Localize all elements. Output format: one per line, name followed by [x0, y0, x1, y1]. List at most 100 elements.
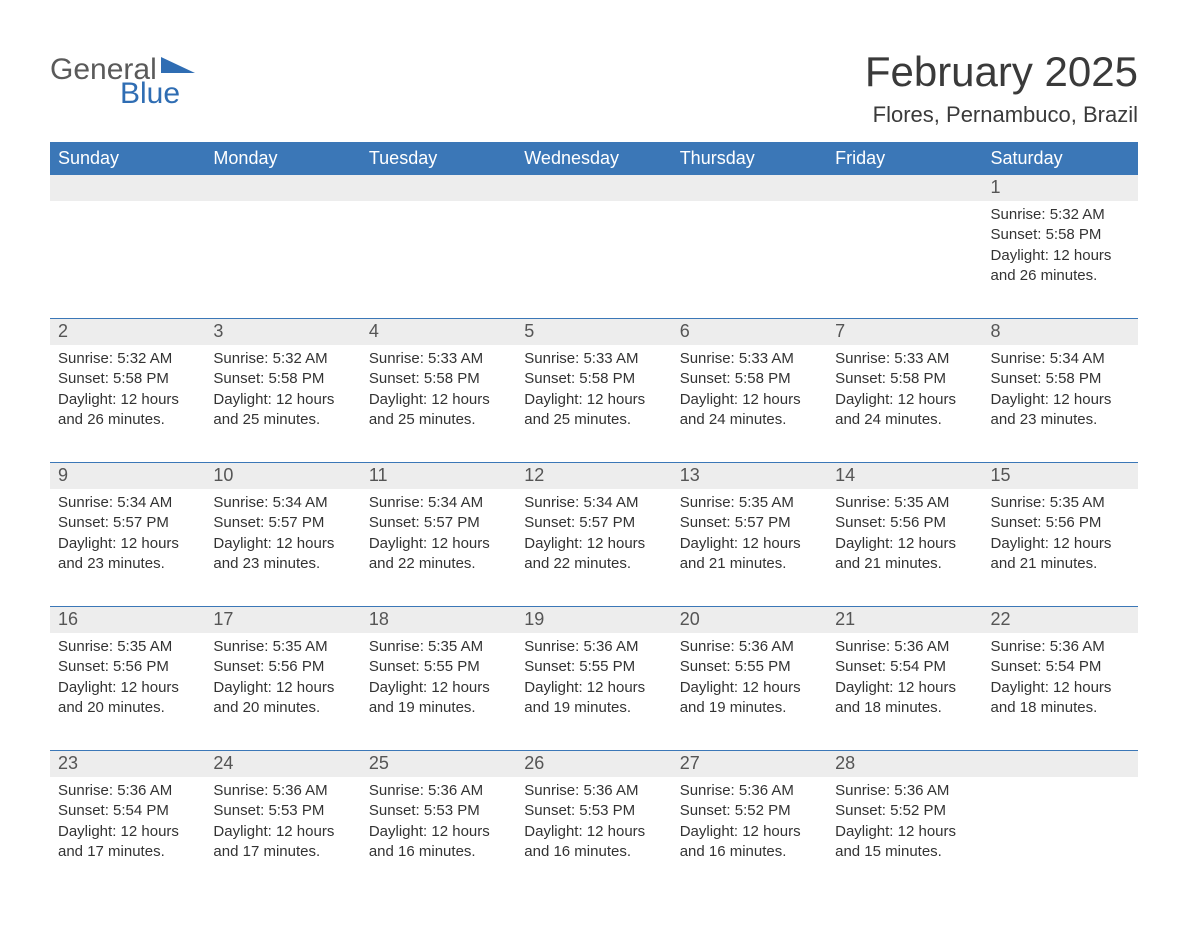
day2-text: and 24 minutes. [835, 410, 974, 430]
day2-text: and 20 minutes. [58, 698, 197, 718]
logo-triangle-icon [161, 48, 195, 80]
day-cell [672, 201, 827, 318]
day-body-row: Sunrise: 5:34 AMSunset: 5:57 PMDaylight:… [50, 489, 1138, 607]
day-cell: Sunrise: 5:34 AMSunset: 5:57 PMDaylight:… [205, 489, 360, 606]
sunset-text: Sunset: 5:53 PM [213, 801, 352, 821]
day-number: 2 [50, 319, 205, 345]
day1-text: Daylight: 12 hours [835, 678, 974, 698]
sunrise-text: Sunrise: 5:32 AM [991, 205, 1130, 225]
day2-text: and 16 minutes. [680, 842, 819, 862]
day2-text: and 16 minutes. [369, 842, 508, 862]
day-number: 19 [516, 607, 671, 633]
day2-text: and 25 minutes. [369, 410, 508, 430]
day-number: 11 [361, 463, 516, 489]
day-number: 3 [205, 319, 360, 345]
sunrise-text: Sunrise: 5:34 AM [991, 349, 1130, 369]
day-number: 6 [672, 319, 827, 345]
page-header: General Blue February 2025 Flores, Perna… [50, 48, 1138, 128]
day-cell [205, 201, 360, 318]
day-body-row: Sunrise: 5:32 AMSunset: 5:58 PMDaylight:… [50, 345, 1138, 463]
sunset-text: Sunset: 5:58 PM [680, 369, 819, 389]
day-cell: Sunrise: 5:34 AMSunset: 5:58 PMDaylight:… [983, 345, 1138, 462]
day-cell [50, 201, 205, 318]
day2-text: and 23 minutes. [213, 554, 352, 574]
day-number: 20 [672, 607, 827, 633]
title-block: February 2025 Flores, Pernambuco, Brazil [865, 48, 1138, 128]
weekday-header: Tuesday [361, 142, 516, 175]
weekday-header: Saturday [983, 142, 1138, 175]
day2-text: and 22 minutes. [524, 554, 663, 574]
day-number: 22 [983, 607, 1138, 633]
sunrise-text: Sunrise: 5:34 AM [58, 493, 197, 513]
sunrise-text: Sunrise: 5:35 AM [680, 493, 819, 513]
day-cell: Sunrise: 5:34 AMSunset: 5:57 PMDaylight:… [361, 489, 516, 606]
day1-text: Daylight: 12 hours [835, 822, 974, 842]
sunset-text: Sunset: 5:58 PM [991, 225, 1130, 245]
day1-text: Daylight: 12 hours [680, 678, 819, 698]
calendar-page: General Blue February 2025 Flores, Perna… [0, 0, 1188, 934]
day1-text: Daylight: 12 hours [991, 678, 1130, 698]
sunset-text: Sunset: 5:53 PM [524, 801, 663, 821]
day1-text: Daylight: 12 hours [680, 534, 819, 554]
day-number [50, 175, 205, 201]
sunset-text: Sunset: 5:58 PM [213, 369, 352, 389]
sunrise-text: Sunrise: 5:34 AM [524, 493, 663, 513]
sunset-text: Sunset: 5:58 PM [524, 369, 663, 389]
day-cell: Sunrise: 5:33 AMSunset: 5:58 PMDaylight:… [672, 345, 827, 462]
weekday-header: Thursday [672, 142, 827, 175]
day-number: 5 [516, 319, 671, 345]
day-number: 17 [205, 607, 360, 633]
day1-text: Daylight: 12 hours [991, 246, 1130, 266]
day2-text: and 16 minutes. [524, 842, 663, 862]
sunrise-text: Sunrise: 5:35 AM [58, 637, 197, 657]
day1-text: Daylight: 12 hours [680, 822, 819, 842]
day-number: 28 [827, 751, 982, 777]
day-number: 16 [50, 607, 205, 633]
sunrise-text: Sunrise: 5:32 AM [58, 349, 197, 369]
day-cell: Sunrise: 5:36 AMSunset: 5:54 PMDaylight:… [827, 633, 982, 750]
weekday-header: Monday [205, 142, 360, 175]
day-cell: Sunrise: 5:32 AMSunset: 5:58 PMDaylight:… [205, 345, 360, 462]
day-number: 4 [361, 319, 516, 345]
day1-text: Daylight: 12 hours [369, 822, 508, 842]
day1-text: Daylight: 12 hours [213, 678, 352, 698]
day2-text: and 23 minutes. [58, 554, 197, 574]
day-cell [516, 201, 671, 318]
day-cell: Sunrise: 5:36 AMSunset: 5:53 PMDaylight:… [205, 777, 360, 894]
day-cell: Sunrise: 5:36 AMSunset: 5:53 PMDaylight:… [361, 777, 516, 894]
day1-text: Daylight: 12 hours [680, 390, 819, 410]
weekday-header-row: Sunday Monday Tuesday Wednesday Thursday… [50, 142, 1138, 175]
day-number: 18 [361, 607, 516, 633]
day-cell [827, 201, 982, 318]
sunset-text: Sunset: 5:57 PM [524, 513, 663, 533]
day1-text: Daylight: 12 hours [369, 678, 508, 698]
day-cell: Sunrise: 5:36 AMSunset: 5:52 PMDaylight:… [827, 777, 982, 894]
sunrise-text: Sunrise: 5:35 AM [213, 637, 352, 657]
sunset-text: Sunset: 5:54 PM [58, 801, 197, 821]
day1-text: Daylight: 12 hours [991, 390, 1130, 410]
day-cell [983, 777, 1138, 894]
day2-text: and 19 minutes. [369, 698, 508, 718]
day-cell: Sunrise: 5:32 AMSunset: 5:58 PMDaylight:… [50, 345, 205, 462]
day2-text: and 24 minutes. [680, 410, 819, 430]
day-number: 12 [516, 463, 671, 489]
day-number: 7 [827, 319, 982, 345]
day-number: 9 [50, 463, 205, 489]
sunset-text: Sunset: 5:54 PM [835, 657, 974, 677]
day2-text: and 26 minutes. [991, 266, 1130, 286]
sunrise-text: Sunrise: 5:36 AM [991, 637, 1130, 657]
day2-text: and 25 minutes. [213, 410, 352, 430]
sunrise-text: Sunrise: 5:35 AM [369, 637, 508, 657]
sunset-text: Sunset: 5:57 PM [369, 513, 508, 533]
day1-text: Daylight: 12 hours [835, 390, 974, 410]
sunset-text: Sunset: 5:56 PM [991, 513, 1130, 533]
calendar-body: 1Sunrise: 5:32 AMSunset: 5:58 PMDaylight… [50, 175, 1138, 894]
day-number: 8 [983, 319, 1138, 345]
sunset-text: Sunset: 5:56 PM [835, 513, 974, 533]
day2-text: and 15 minutes. [835, 842, 974, 862]
day1-text: Daylight: 12 hours [58, 534, 197, 554]
day-number: 25 [361, 751, 516, 777]
sunrise-text: Sunrise: 5:36 AM [680, 637, 819, 657]
sunrise-text: Sunrise: 5:34 AM [213, 493, 352, 513]
day-cell: Sunrise: 5:35 AMSunset: 5:56 PMDaylight:… [983, 489, 1138, 606]
